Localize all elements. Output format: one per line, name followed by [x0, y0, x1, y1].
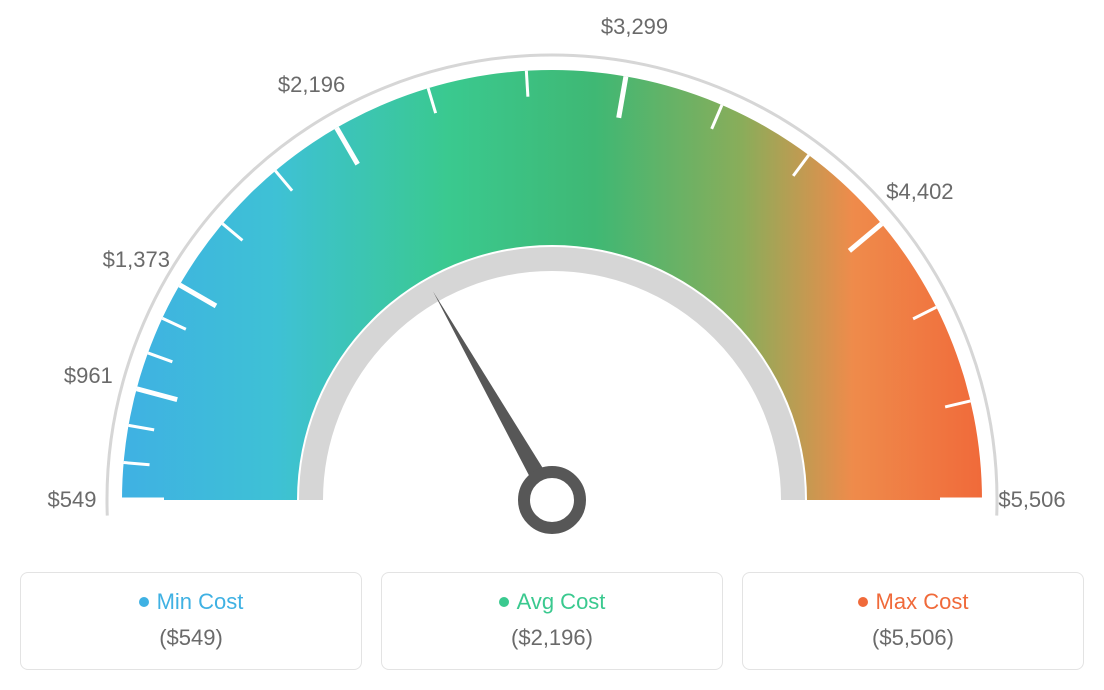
legend-card-max: Max Cost ($5,506) — [742, 572, 1084, 670]
legend-value-min: ($549) — [21, 625, 361, 651]
gauge-area: $549 $961 $1,373 $2,196 $3,299 $4,402 $5,506 — [0, 0, 1104, 560]
legend-dot-min — [139, 597, 149, 607]
gauge-tick-label: $961 — [64, 363, 113, 389]
legend-label-avg: Avg Cost — [517, 589, 606, 615]
legend-card-avg: Avg Cost ($2,196) — [381, 572, 723, 670]
legend-label-max: Max Cost — [876, 589, 969, 615]
legend-label-min: Min Cost — [157, 589, 244, 615]
legend-card-min: Min Cost ($549) — [20, 572, 362, 670]
gauge-tick-label: $4,402 — [886, 179, 953, 205]
legend-dot-max — [858, 597, 868, 607]
legend-value-avg: ($2,196) — [382, 625, 722, 651]
legend-dot-avg — [499, 597, 509, 607]
cost-gauge-chart: $549 $961 $1,373 $2,196 $3,299 $4,402 $5,506 M… — [0, 0, 1104, 690]
gauge-tick-label: $5,506 — [998, 487, 1065, 513]
legend-row: Min Cost ($549) Avg Cost ($2,196) Max Co… — [0, 572, 1104, 670]
gauge-tick-label: $1,373 — [103, 247, 170, 273]
legend-title-max: Max Cost — [858, 589, 969, 615]
gauge-tick-label: $549 — [48, 487, 97, 513]
legend-value-max: ($5,506) — [743, 625, 1083, 651]
gauge-svg — [0, 0, 1104, 560]
gauge-tick-label: $3,299 — [601, 14, 668, 40]
legend-title-min: Min Cost — [139, 589, 244, 615]
gauge-tick-label: $2,196 — [278, 72, 345, 98]
legend-title-avg: Avg Cost — [499, 589, 606, 615]
